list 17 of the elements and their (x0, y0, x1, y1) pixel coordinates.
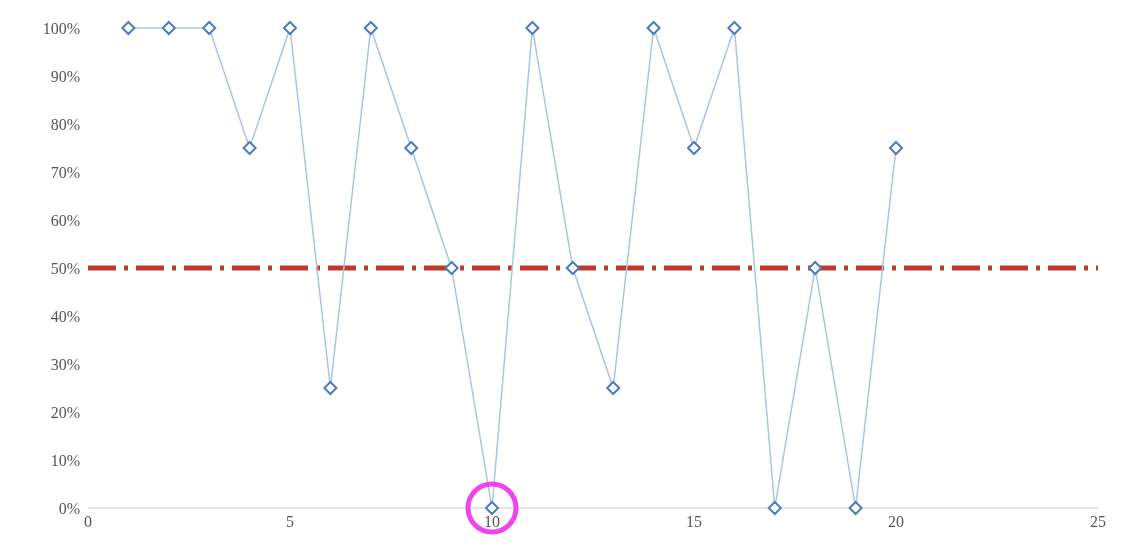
y-tick-label: 40% (50, 307, 80, 325)
y-tick-label: 70% (50, 163, 80, 181)
y-tick-label: 50% (50, 259, 80, 277)
x-tick-label: 20 (888, 513, 904, 531)
y-tick-label: 30% (50, 355, 80, 373)
x-tick-label: 10 (484, 513, 500, 531)
x-tick-label: 15 (686, 513, 702, 531)
y-tick-label: 60% (50, 211, 80, 229)
x-tick-label: 25 (1090, 513, 1106, 531)
y-tick-label: 80% (50, 115, 80, 133)
y-tick-label: 0% (58, 499, 80, 517)
y-tick-label: 90% (50, 67, 80, 85)
y-tick-label: 100% (42, 19, 80, 37)
x-tick-label: 5 (286, 513, 294, 531)
y-tick-label: 20% (50, 403, 80, 421)
y-tick-label: 10% (50, 451, 80, 469)
x-tick-label: 0 (84, 513, 92, 531)
